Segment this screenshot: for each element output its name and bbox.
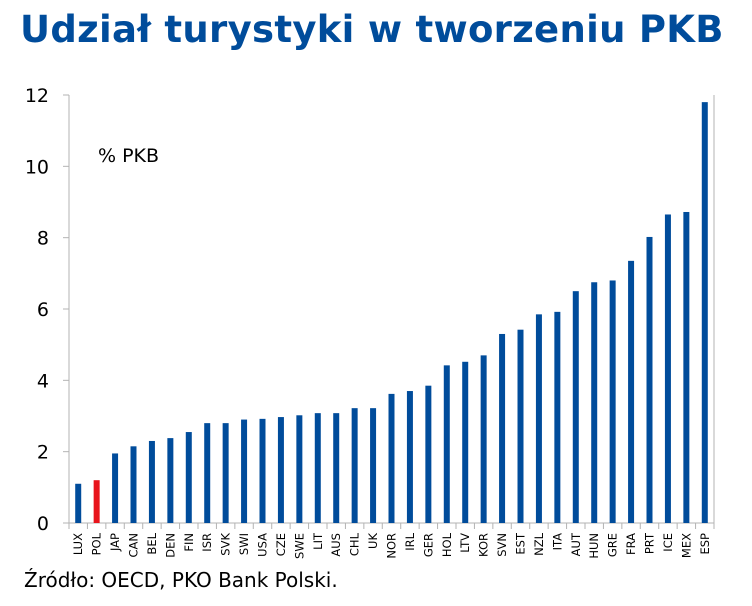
x-tick-label: NOR: [385, 533, 399, 559]
x-tick-label: FRA: [624, 533, 638, 555]
bar-mex: [683, 211, 690, 523]
x-tick-label: AUS: [329, 533, 343, 557]
x-tick-label: UK: [366, 533, 380, 549]
bar-gre: [609, 280, 616, 523]
x-tick-label: FIN: [182, 533, 196, 552]
bar-fin: [185, 432, 192, 523]
x-tick-label: AUT: [569, 532, 583, 556]
bar-ger: [425, 385, 432, 523]
x-axis: LUX POL JAP CAN BEL DEN FIN ISR SVK SWI USA CZE SWE L…: [68, 95, 715, 559]
x-tick-label: PRT: [643, 532, 657, 554]
x-tick-label: USA: [256, 533, 270, 557]
y-tick-label: 12: [25, 85, 49, 107]
x-tick-label: JAP: [108, 533, 122, 552]
x-tick-label: ITA: [550, 533, 564, 551]
x-tick-label: ICE: [661, 533, 675, 552]
x-tick-label: HUN: [587, 533, 601, 559]
x-tick-label: GRE: [606, 533, 620, 557]
bar-esp: [701, 102, 708, 523]
y-axis: 0 2 4 6 8 10 12: [25, 85, 70, 535]
bar-est: [517, 329, 524, 523]
x-tick-label: HOL: [440, 532, 454, 557]
x-tick-label: SWE: [292, 533, 306, 559]
bar-usa: [259, 418, 266, 523]
y-tick-label: 2: [37, 442, 49, 464]
y-tick-label: 4: [37, 370, 49, 392]
bar-den: [167, 438, 174, 523]
x-tick-label: GER: [421, 533, 435, 557]
x-tick-label: DEN: [163, 533, 177, 558]
bar-cze: [277, 417, 284, 523]
x-tick-label: MEX: [679, 533, 693, 558]
x-tick-label: LTV: [458, 533, 472, 553]
bar-jap: [112, 453, 119, 523]
bar-ice: [664, 214, 671, 523]
x-tick-label: LUX: [71, 533, 85, 555]
x-tick-label: ESP: [698, 533, 712, 555]
bar-nzl: [535, 314, 542, 523]
bar-fra: [628, 260, 635, 523]
x-tick-label: LIT: [311, 532, 325, 550]
x-tick-label: ISR: [200, 533, 214, 552]
unit-label: % PKB: [98, 145, 159, 167]
bar-lit: [314, 413, 321, 523]
bar-aus: [333, 413, 340, 523]
y-tick-label: 6: [37, 299, 49, 321]
x-tick-label: CZE: [274, 533, 288, 556]
x-tick-label: NZL: [532, 532, 546, 555]
bar-swi: [241, 419, 248, 523]
bar-isr: [204, 423, 211, 523]
x-tick-label: IRL: [403, 532, 417, 550]
y-tick-label: 8: [37, 228, 49, 250]
x-tick-label: SVN: [495, 533, 509, 557]
y-tick-label: 0: [37, 513, 49, 535]
bar-prt: [646, 236, 653, 523]
bar-hun: [591, 282, 598, 523]
x-tick-label: EST: [514, 532, 528, 555]
bar-svn: [499, 333, 506, 523]
bar-lux: [75, 483, 82, 523]
x-tick-label: SVK: [219, 533, 233, 556]
bar-chl: [351, 408, 358, 523]
bar-can: [130, 446, 137, 523]
bar-bel: [148, 440, 155, 523]
x-tick-label: BEL: [145, 532, 159, 554]
bar-svk: [222, 423, 229, 523]
bar-swe: [296, 415, 303, 523]
x-tick-label: POL: [90, 532, 104, 555]
bar-uk: [370, 408, 377, 523]
x-tick-label: SWI: [237, 533, 251, 555]
bars: [75, 102, 708, 523]
bar-nor: [388, 393, 395, 523]
bar-aut: [572, 291, 579, 523]
chart-title: Udział turystyki w tworzeniu PKB: [20, 8, 724, 51]
x-tick-label: CAN: [127, 533, 141, 558]
bar-ltv: [462, 361, 469, 523]
bar-kor: [480, 355, 487, 523]
x-tick-label: KOR: [477, 533, 491, 557]
bar-irl: [406, 391, 413, 523]
bar-ita: [554, 311, 561, 523]
x-tick-label: CHL: [348, 532, 362, 556]
y-tick-label: 10: [25, 156, 49, 178]
bar-pol: [93, 480, 100, 523]
bar-hol: [443, 365, 450, 523]
source-note: Źródło: OECD, PKO Bank Polski.: [24, 568, 338, 592]
